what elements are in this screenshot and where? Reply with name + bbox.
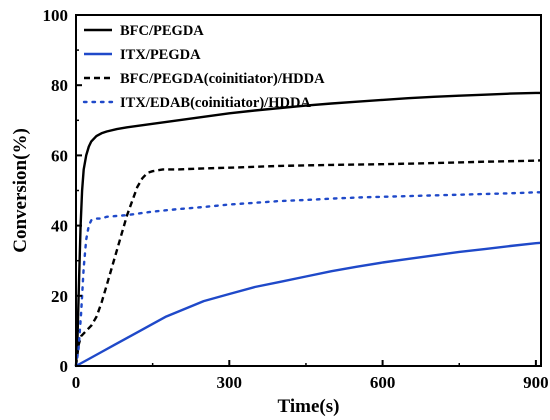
- axis-ticks: [75, 14, 537, 367]
- series-line-3: [74, 159, 542, 367]
- series-line-4: [74, 191, 543, 368]
- x-axis-title: Time(s): [278, 396, 340, 417]
- legend-label-2: ITX/PEGDA: [120, 47, 201, 63]
- y-tick-label: 0: [60, 357, 69, 376]
- y-tick-label: 80: [51, 76, 68, 95]
- legend: BFC/PEGDA ITX/PEGDA BFC/PEGDA(coinitiator)…: [82, 23, 325, 111]
- legend-label-1: BFC/PEGDA: [120, 23, 204, 39]
- x-tick-label: 600: [370, 373, 396, 392]
- plot-frame: [75, 14, 542, 367]
- x-tick-label: 300: [217, 373, 243, 392]
- series-line-1: [74, 91, 541, 367]
- plot-lines: [74, 91, 543, 368]
- y-tick-label: 20: [51, 287, 68, 306]
- series-line-2: [75, 241, 542, 368]
- y-axis-title: Conversion(%): [10, 128, 31, 253]
- tick-labels: 0 300 600 900 0 20 40 60 80 100: [43, 6, 549, 392]
- y-tick-label: 40: [51, 217, 68, 236]
- legend-label-4: ITX/EDAB(coinitiator)/HDDA: [120, 95, 311, 111]
- y-tick-label: 100: [43, 6, 69, 25]
- x-tick-label: 900: [523, 373, 549, 392]
- legend-label-3: BFC/PEGDA(coinitiator)/HDDA: [120, 71, 325, 87]
- x-tick-label: 0: [72, 373, 81, 392]
- y-tick-label: 60: [51, 146, 68, 165]
